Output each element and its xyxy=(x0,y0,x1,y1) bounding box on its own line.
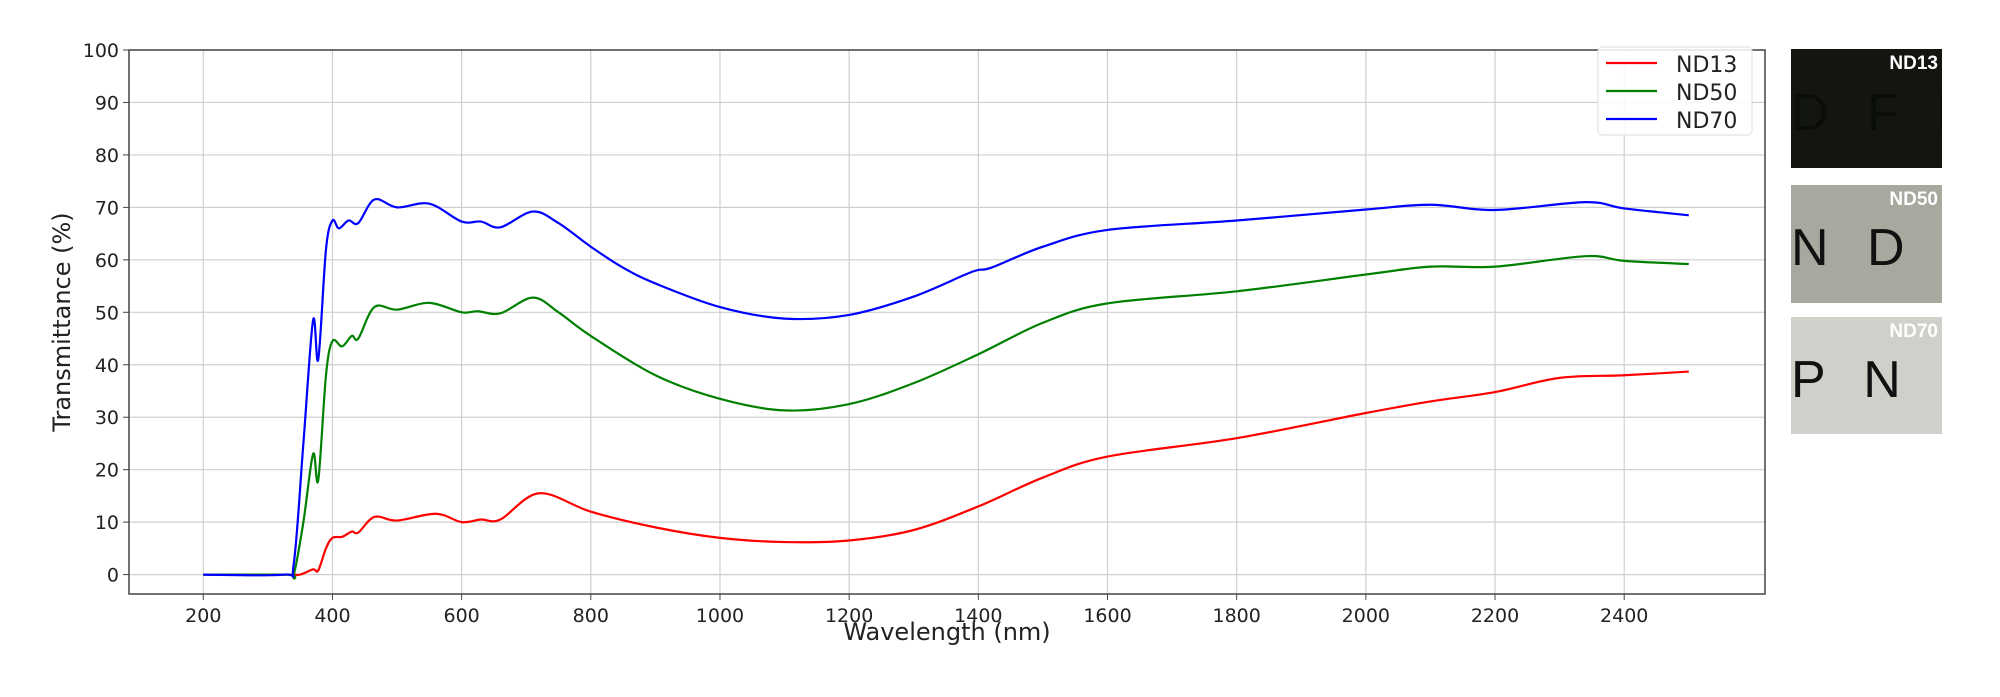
y-tick-label: 80 xyxy=(95,145,119,167)
x-tick-labels: 200 400 600 800 1000 1200 1400 1600 1800 2000 2200… xyxy=(185,594,1648,627)
photo-label: ND70 xyxy=(1889,321,1938,342)
photo-label: ND50 xyxy=(1889,189,1938,210)
legend-label: ND13 xyxy=(1676,53,1737,78)
photo-letters: P N D xyxy=(1791,350,1942,409)
x-tick-label: 200 xyxy=(185,605,221,627)
x-tick-label: 2400 xyxy=(1600,605,1648,627)
series-line-nd13 xyxy=(203,370,1689,577)
x-tick-label: 1000 xyxy=(696,605,744,627)
x-tick-label: 1600 xyxy=(1083,605,1131,627)
x-tick-label: 400 xyxy=(314,605,350,627)
x-axis-label: Wavelength (nm) xyxy=(843,618,1050,646)
photo-letters: D F P xyxy=(1791,83,1942,142)
y-tick-label: 60 xyxy=(95,250,119,272)
x-tick-label: 600 xyxy=(443,605,479,627)
y-tick-label: 90 xyxy=(95,92,119,114)
filter-photo-nd13: ND13 D F P xyxy=(1791,49,1942,168)
y-tick-label: 30 xyxy=(95,407,119,429)
grid xyxy=(129,49,1765,594)
photo-letters: N D F xyxy=(1791,219,1942,277)
x-tick-label: 1400 xyxy=(954,605,1002,627)
x-tick-label: 2200 xyxy=(1471,605,1519,627)
x-tick-label: 2000 xyxy=(1342,605,1390,627)
y-tick-label: 20 xyxy=(95,460,119,482)
y-tick-label: 10 xyxy=(95,512,119,534)
filter-photo-nd50: ND50 N D F xyxy=(1791,185,1942,303)
y-axis-label: Transmittance (%) xyxy=(48,212,76,432)
series-line-nd50 xyxy=(203,254,1689,580)
y-tick-label: 50 xyxy=(95,302,119,324)
legend: ND13 ND50 ND70 xyxy=(1597,46,1753,136)
x-tick-label: 800 xyxy=(573,605,609,627)
legend-label: ND70 xyxy=(1676,109,1737,134)
filter-photo-nd70: ND70 P N D xyxy=(1791,317,1942,434)
y-tick-label: 70 xyxy=(95,197,119,219)
y-tick-label: 100 xyxy=(83,40,119,62)
y-tick-labels: 0 10 20 30 40 50 60 70 80 90 100 xyxy=(83,40,129,587)
y-tick-label: 0 xyxy=(107,565,119,587)
series-line-nd70 xyxy=(203,197,1689,578)
series-lines xyxy=(203,197,1689,580)
plot-frame xyxy=(128,49,1766,595)
x-tick-label: 1200 xyxy=(825,605,873,627)
photo-label: ND13 xyxy=(1889,53,1938,74)
x-tick-label: 1800 xyxy=(1212,605,1260,627)
y-tick-label: 40 xyxy=(95,355,119,377)
legend-label: ND50 xyxy=(1676,81,1737,106)
